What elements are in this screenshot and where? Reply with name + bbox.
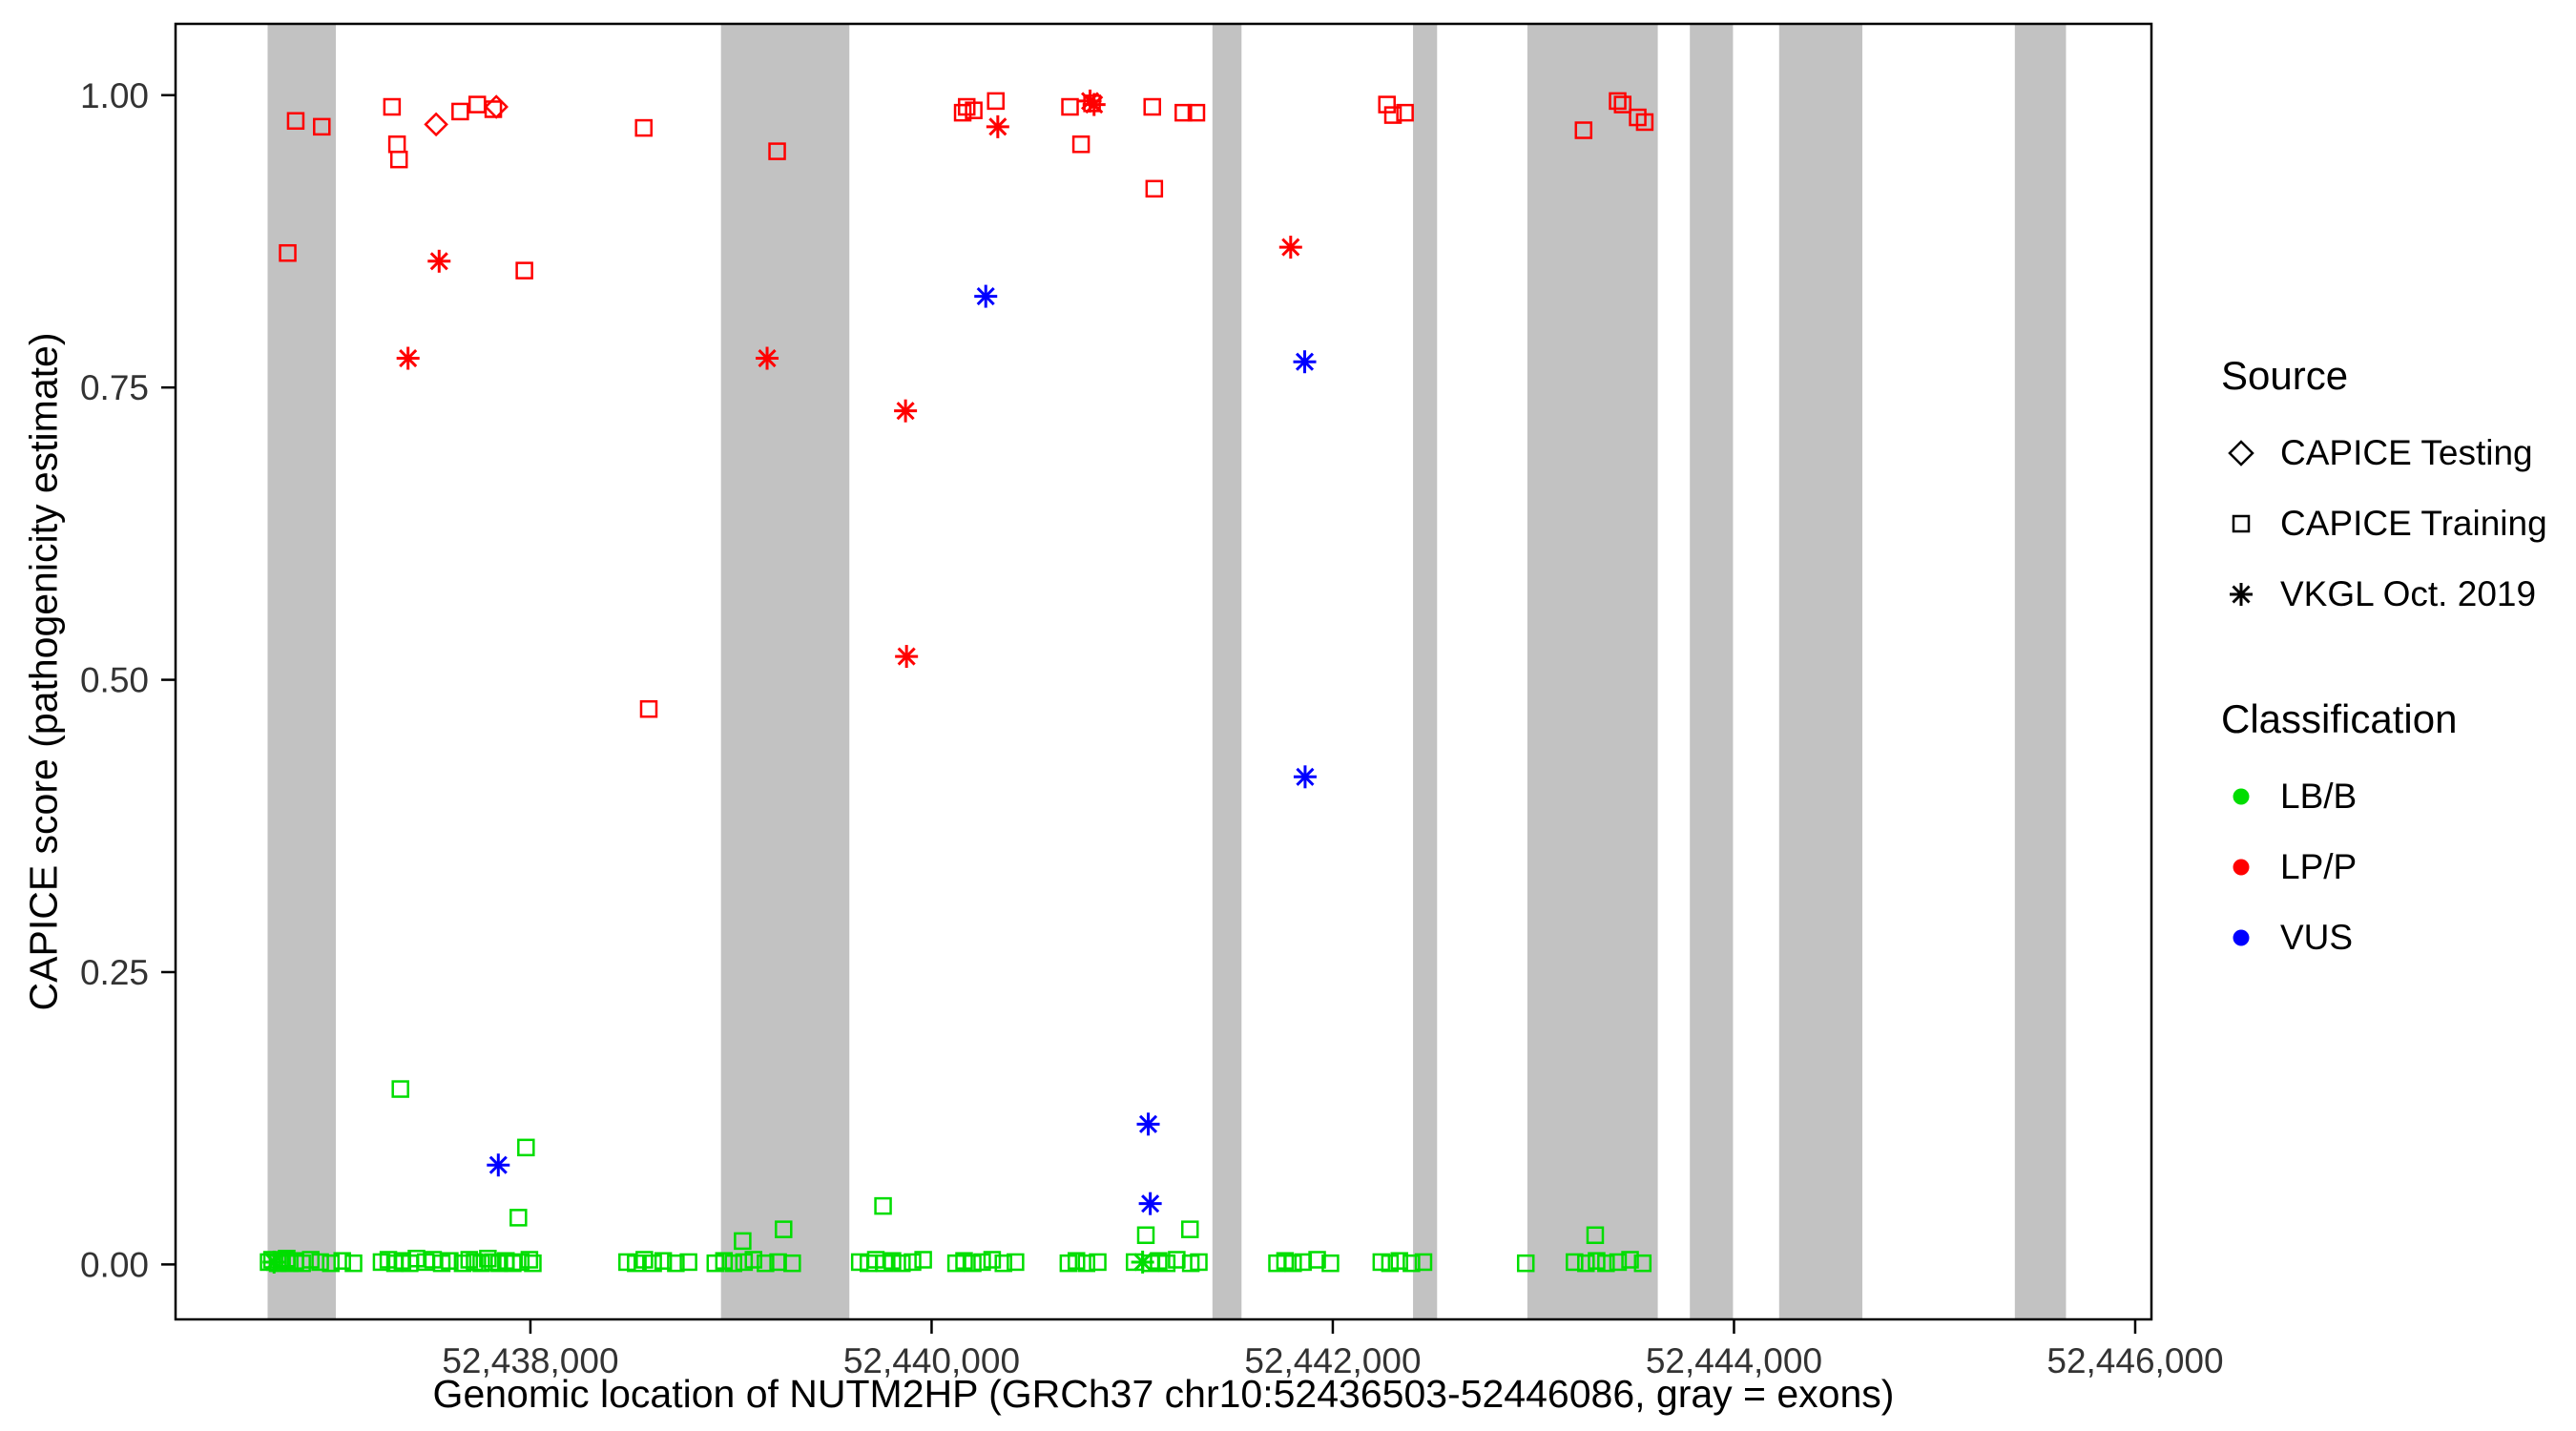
green-dot-icon xyxy=(2221,777,2261,817)
diamond-icon xyxy=(2221,433,2261,473)
svg-text:52,438,000: 52,438,000 xyxy=(442,1341,618,1380)
svg-text:1.00: 1.00 xyxy=(80,76,149,115)
legend-item-label: VKGL Oct. 2019 xyxy=(2280,574,2537,613)
legend-item-vkgl: VKGL Oct. 2019 xyxy=(2221,559,2547,630)
svg-text:52,442,000: 52,442,000 xyxy=(1244,1341,1421,1380)
x-axis-title: Genomic location of NUTM2HP (GRCh37 chr1… xyxy=(432,1372,1895,1416)
svg-text:0.00: 0.00 xyxy=(80,1245,149,1284)
legend-item-lpp: LP/P xyxy=(2221,832,2547,902)
legend-item-label: LP/P xyxy=(2280,847,2358,886)
y-axis-title: CAPICE score (pathogenicity estimate) xyxy=(21,332,66,1011)
svg-text:52,440,000: 52,440,000 xyxy=(843,1341,1020,1380)
legend: Source CAPICE Testing CAPICE Training xyxy=(2221,353,2547,973)
legend-item-label: VUS xyxy=(2280,918,2354,957)
square-icon xyxy=(2221,504,2261,544)
red-dot-icon xyxy=(2221,847,2261,887)
svg-text:0.50: 0.50 xyxy=(80,661,149,700)
legend-item-vus: VUS xyxy=(2221,902,2547,973)
legend-item-label: CAPICE Training xyxy=(2280,504,2547,543)
svg-text:52,444,000: 52,444,000 xyxy=(1646,1341,1822,1380)
svg-text:52,446,000: 52,446,000 xyxy=(2046,1341,2223,1380)
legend-item-capice-testing: CAPICE Testing xyxy=(2221,418,2547,488)
legend-source-group: Source CAPICE Testing CAPICE Training xyxy=(2221,353,2547,630)
legend-item-capice-training: CAPICE Training xyxy=(2221,488,2547,559)
legend-classification-group: Classification LB/B LP/P VUS xyxy=(2221,696,2547,973)
legend-classification-title: Classification xyxy=(2221,696,2458,741)
blue-dot-icon xyxy=(2221,918,2261,958)
asterisk-icon xyxy=(2221,574,2261,614)
svg-text:0.25: 0.25 xyxy=(80,953,149,992)
legend-gap xyxy=(2221,630,2547,696)
legend-item-lbb: LB/B xyxy=(2221,761,2547,832)
svg-text:0.75: 0.75 xyxy=(80,368,149,407)
legend-item-label: LB/B xyxy=(2280,777,2358,816)
legend-source-title: Source xyxy=(2221,353,2349,398)
legend-item-label: CAPICE Testing xyxy=(2280,433,2533,472)
